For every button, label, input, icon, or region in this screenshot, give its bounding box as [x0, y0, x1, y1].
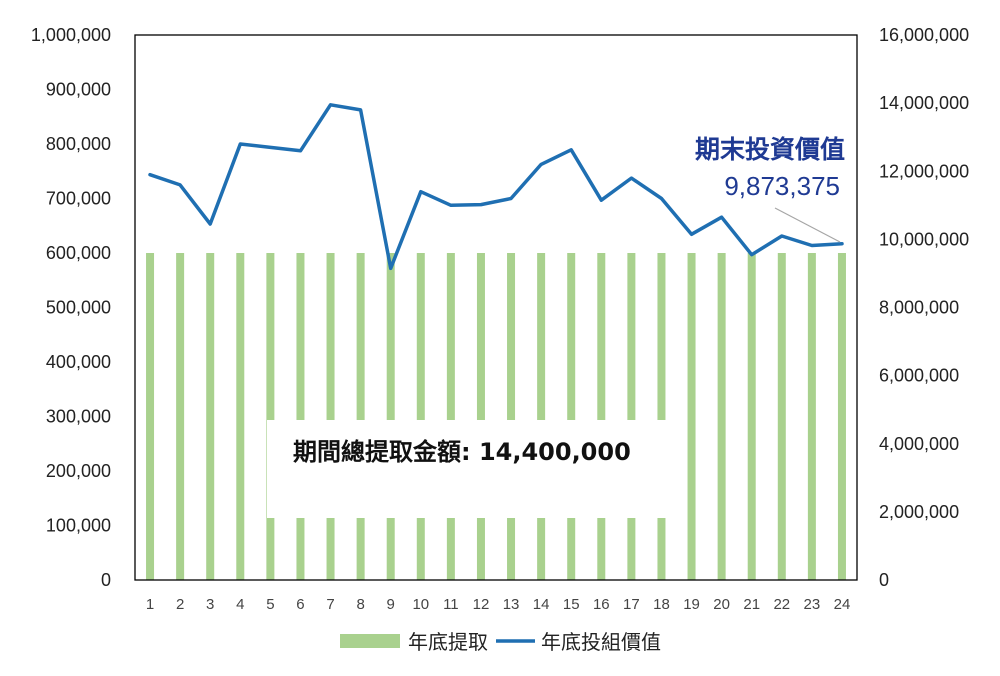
x-tick-label: 24: [834, 596, 851, 613]
x-tick-label: 14: [533, 596, 550, 613]
y-left-tick-label: 1,000,000: [31, 25, 111, 45]
y-left-tick-label: 500,000: [46, 298, 111, 318]
bar: [356, 253, 365, 580]
total-withdrawal-label: 期間總提取金額: 14,400,000: [293, 438, 631, 466]
series-line-portfolio-value: [148, 103, 844, 271]
bar: [627, 253, 636, 580]
plot-frame: [134, 34, 858, 581]
y-right-tick-label: 16,000,000: [879, 25, 969, 45]
x-tick-label: 6: [296, 596, 304, 613]
y-right-tick-label: 12,000,000: [879, 161, 969, 181]
y-left-tick-label: 700,000: [46, 189, 111, 209]
legend-label-line: 年底投組價值: [541, 630, 661, 654]
x-tick-label: 19: [683, 596, 700, 613]
end-value-title: 期末投資價值: [695, 135, 845, 164]
bar: [266, 253, 275, 580]
y-left-tick-label: 300,000: [46, 407, 111, 427]
x-tick-label: 13: [503, 596, 520, 613]
y-left-tick-label: 800,000: [46, 134, 111, 154]
y-left-tick-label: 100,000: [46, 516, 111, 536]
x-tick-label: 4: [236, 596, 244, 613]
legend-label-bar: 年底提取: [408, 630, 488, 654]
x-tick-label: 8: [356, 596, 364, 613]
bar: [296, 253, 305, 580]
x-tick-label: 10: [412, 596, 429, 613]
bar: [326, 253, 335, 580]
bar: [176, 253, 185, 580]
x-tick-label: 17: [623, 596, 640, 613]
axes-layer: [134, 34, 858, 581]
x-tick-label: 3: [206, 596, 214, 613]
bar: [416, 253, 425, 580]
legend: 年底提取 年底投組價值: [340, 630, 661, 654]
y-left-tick-label: 600,000: [46, 243, 111, 263]
bar: [837, 253, 846, 580]
x-tick-label: 18: [653, 596, 670, 613]
x-tick-label: 21: [743, 596, 760, 613]
y-right-tick-label: 6,000,000: [879, 366, 959, 386]
x-tick-label: 15: [563, 596, 580, 613]
x-tick-label: 9: [387, 596, 395, 613]
total-withdrawal-box: [267, 420, 685, 518]
bar: [717, 253, 726, 580]
y-right-tick-label: 8,000,000: [879, 298, 959, 318]
bars-layer: [146, 253, 846, 580]
x-tick-label: 1: [146, 596, 154, 613]
y-right-tick-label: 14,000,000: [879, 93, 969, 113]
bar: [386, 253, 395, 580]
end-value-leader-line: [774, 207, 841, 243]
bar: [777, 253, 786, 580]
bar: [687, 253, 696, 580]
end-value-label: 9,873,375: [724, 171, 840, 201]
y-right-tick-label: 10,000,000: [879, 229, 969, 249]
y-left-tick-label: 400,000: [46, 352, 111, 372]
bar: [597, 253, 606, 580]
y-right-tick-label: 0: [879, 570, 889, 590]
legend-swatch-bar: [340, 634, 400, 648]
line-layer: [148, 103, 844, 271]
bar: [146, 253, 155, 580]
x-tick-label: 16: [593, 596, 610, 613]
x-tick-label: 22: [773, 596, 790, 613]
bar: [567, 253, 576, 580]
x-tick-label: 5: [266, 596, 274, 613]
x-tick-label: 12: [473, 596, 490, 613]
x-tick-label: 7: [326, 596, 334, 613]
bar: [507, 253, 516, 580]
y-right-tick-label: 4,000,000: [879, 434, 959, 454]
y-right-tick-label: 2,000,000: [879, 502, 959, 522]
x-tick-label: 23: [804, 596, 821, 613]
bar: [657, 253, 666, 580]
y-left-tick-label: 0: [101, 570, 111, 590]
bar: [747, 253, 756, 580]
bar: [446, 253, 455, 580]
y-left-tick-label: 900,000: [46, 80, 111, 100]
bar: [807, 253, 816, 580]
ticks-layer: 0 100,000 200,000 300,000 400,000 500,000 600,…: [31, 25, 969, 613]
bar: [537, 253, 546, 580]
bar: [206, 253, 215, 580]
x-tick-label: 11: [443, 596, 459, 613]
y-left-tick-label: 200,000: [46, 461, 111, 481]
bar: [476, 253, 485, 580]
bar: [236, 253, 245, 580]
x-tick-label: 20: [713, 596, 730, 613]
x-tick-label: 2: [176, 596, 184, 613]
